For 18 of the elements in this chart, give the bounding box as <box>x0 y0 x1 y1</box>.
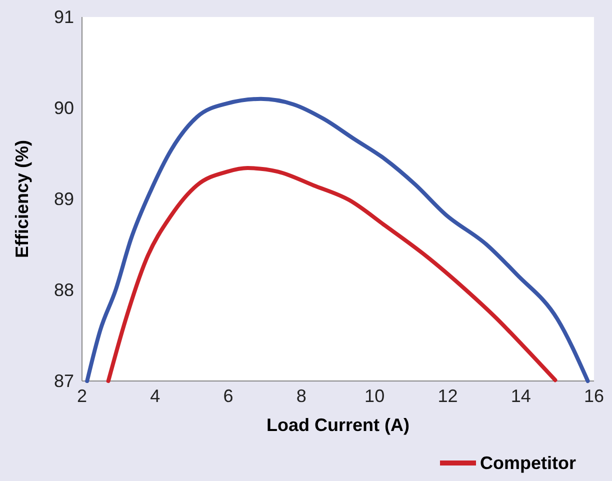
y-tick-label: 88 <box>54 280 74 300</box>
y-tick-label: 89 <box>54 188 74 209</box>
y-tick-label: 91 <box>54 6 74 27</box>
x-tick-label: 14 <box>510 386 531 406</box>
x-tick-label: 2 <box>76 386 88 406</box>
x-tick-label: 12 <box>438 386 458 406</box>
x-axis-title: Load Current (A) <box>266 415 410 435</box>
y-tick-label: 90 <box>54 98 74 118</box>
y-axis-title: Efficiency (%) <box>12 140 32 258</box>
x-tick-label: 4 <box>150 386 160 406</box>
x-tick-label: 6 <box>223 386 234 406</box>
line-series <box>85 96 590 383</box>
line-series <box>106 166 558 383</box>
x-tick-label: 10 <box>364 386 385 406</box>
y-tick-label: 87 <box>54 370 74 391</box>
legend-label: Competitor <box>480 453 576 473</box>
x-tick-label: 16 <box>584 386 604 406</box>
x-tick-label: 8 <box>296 386 306 406</box>
